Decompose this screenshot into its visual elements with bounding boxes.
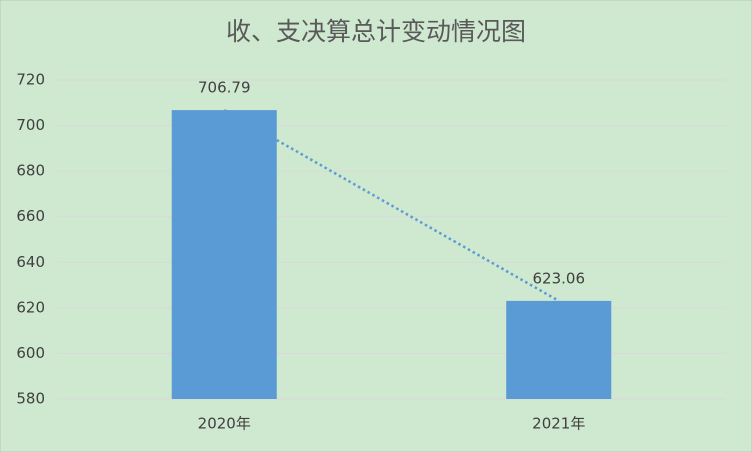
y-tick-label: 640 — [16, 253, 45, 271]
y-tick-label: 720 — [16, 71, 45, 89]
trend-line — [223, 109, 560, 302]
data-label: 706.79 — [198, 79, 251, 97]
chart-title: 收、支决算总计变动情况图 — [226, 17, 526, 46]
y-tick-label: 700 — [16, 116, 45, 134]
y-tick-label: 660 — [16, 207, 45, 225]
x-tick-label: 2020年 — [198, 415, 251, 433]
y-tick-label: 600 — [16, 344, 45, 362]
bar — [171, 110, 277, 400]
y-tick-label: 620 — [16, 298, 45, 316]
y-tick-label: 580 — [16, 390, 45, 408]
data-label: 623.06 — [533, 269, 586, 287]
bar — [506, 300, 612, 399]
y-tick-label: 680 — [16, 162, 45, 180]
x-tick-label: 2021年 — [532, 415, 585, 433]
